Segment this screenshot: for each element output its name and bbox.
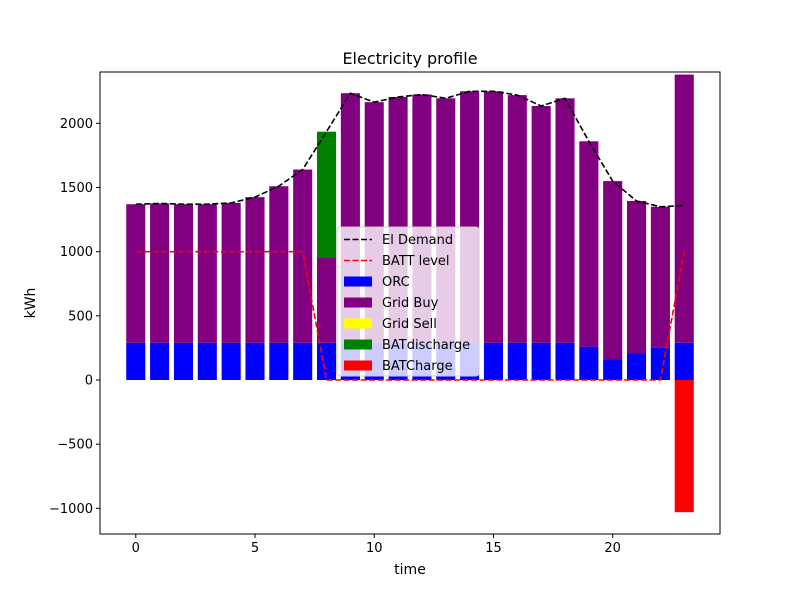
legend-swatch-orc [344,276,372,287]
y-tick-label: −1000 [49,502,93,517]
legend-label-el-demand: El Demand [382,233,453,248]
bar-grid-buy [603,181,623,360]
chart-title: Electricity profile [342,49,477,68]
legend-label-batdischarge: BATdischarge [382,338,470,353]
x-tick-label: 20 [604,541,621,556]
bar-grid-buy [531,106,551,343]
y-tick-label: 1000 [60,245,93,260]
bar-grid-buy [317,257,337,343]
lines-layer [135,90,685,381]
bar-batdischarge [317,131,337,258]
legend-label-orc: ORC [382,275,410,290]
bar-grid-buy [173,204,193,343]
bar-grid-buy [483,91,503,343]
y-tick-label: 1500 [60,181,93,196]
bar-orc [531,342,551,380]
plot-frame [99,71,721,535]
legend-label-grid-buy: Grid Buy [382,296,439,311]
legend-box [336,226,480,377]
x-tick-label: 15 [485,541,502,556]
bar-orc [627,353,647,380]
bar-orc [555,342,575,380]
bar-grid-buy [269,186,289,343]
bar-orc [650,347,670,380]
y-tick-label: 0 [85,374,93,389]
bar-orc [173,342,193,380]
bar-grid-buy [197,204,217,343]
bar-orc [221,342,241,380]
bar-grid-buy [126,204,146,343]
bar-grid-buy [555,98,575,343]
bar-grid-buy [221,202,241,343]
legend-swatch-grid-sell [344,318,372,329]
bar-orc [507,342,527,380]
bar-grid-buy [579,141,599,347]
legend-label-batt-level: BATT level [382,254,450,269]
bar-orc [603,359,623,380]
bar-grid-buy [674,74,694,343]
x-tick-label: 5 [251,541,259,556]
bar-grid-buy [507,95,527,343]
legend-label-batcharge: BATCharge [382,359,453,374]
legend-swatch-grid-buy [344,297,372,308]
y-axis-ticks: −1000 −500 0 500 1000 1500 2000 [49,117,100,517]
bar-orc [126,342,146,380]
bar-grid-buy [150,203,170,343]
x-tick-label: 0 [132,541,140,556]
x-axis-ticks: 0 5 10 15 20 [132,534,621,556]
bar-grid-buy [245,197,265,343]
bar-orc [150,342,170,380]
bar-grid-buy [650,206,670,348]
bar-orc [483,342,503,380]
x-tick-label: 10 [366,541,383,556]
y-tick-label: 500 [68,309,93,324]
bar-orc [293,342,313,380]
y-tick-label: 2000 [60,117,93,132]
bar-orc [674,342,694,380]
bar-orc [245,342,265,380]
y-axis-label: kWh [23,288,39,319]
y-tick-label: −500 [57,438,93,453]
legend-swatch-batcharge [344,360,372,371]
bar-batcharge [674,380,694,513]
legend: El Demand BATT level ORC Grid Buy Grid Sell B… [336,226,480,377]
legend-label-grid-sell: Grid Sell [382,317,437,332]
bar-orc [579,346,599,380]
bar-grid-buy [293,169,313,343]
bar-orc [269,342,289,380]
bar-orc [197,342,217,380]
legend-swatch-batdischarge [344,339,372,350]
line-el-demand [135,90,685,208]
bar-grid-buy [627,200,647,354]
line-batt-level [135,250,685,381]
x-axis-label: time [394,562,426,578]
